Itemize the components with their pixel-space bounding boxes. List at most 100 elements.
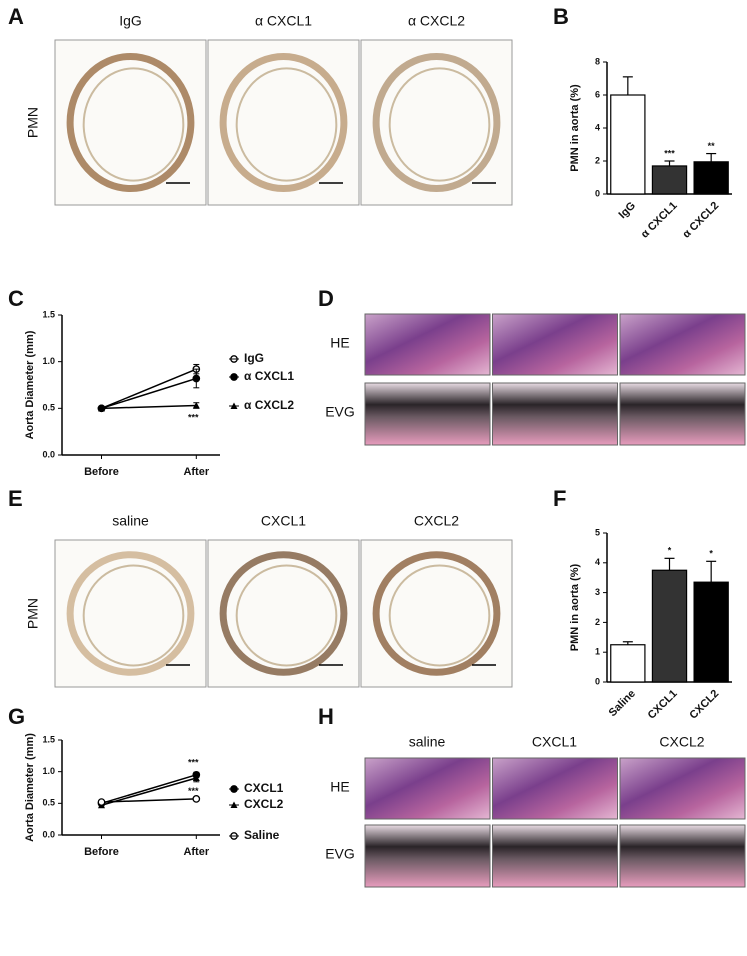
y-tick-label: 5	[595, 527, 600, 537]
y-tick-label: 0	[595, 188, 600, 198]
legend-label: α CXCL1	[244, 369, 294, 383]
micrograph	[360, 539, 513, 688]
y-axis-label: Aorta Diameter (mm)	[24, 330, 36, 439]
data-point	[97, 798, 106, 806]
y-tick-label: 4	[595, 557, 600, 567]
y-tick-label: 0.5	[42, 798, 55, 808]
significance: ***	[188, 413, 199, 423]
series-line	[101, 777, 197, 806]
column-title: CXCL1	[261, 513, 306, 529]
y-tick-label: 3	[595, 587, 600, 597]
marker	[192, 374, 201, 383]
y-tick-label: 2	[595, 617, 600, 627]
he-stain	[492, 313, 618, 376]
evg-stain	[492, 824, 618, 888]
panel-label: D	[318, 286, 334, 311]
evg-stain	[492, 382, 618, 446]
series-line	[101, 377, 197, 410]
column-title: α CXCL2	[408, 13, 465, 29]
y-axis-label: Aorta Diameter (mm)	[24, 733, 36, 842]
tissue	[82, 564, 185, 667]
y-tick-label: 0.0	[42, 449, 55, 459]
marker	[192, 795, 201, 803]
legend-label: CXCL2	[244, 797, 284, 811]
bar	[693, 581, 729, 683]
error-bar	[706, 560, 717, 583]
x-tick-label: α CXCL2	[680, 200, 721, 241]
error-bar	[706, 152, 717, 162]
y-tick-label: 1.5	[42, 734, 55, 744]
y-tick-label: 2	[595, 155, 600, 165]
tissue	[388, 564, 491, 667]
series-line	[101, 798, 197, 803]
column-title: IgG	[119, 13, 142, 29]
bar	[610, 644, 646, 683]
significance: ***	[188, 758, 199, 768]
significance: ***	[664, 148, 675, 158]
he-stain	[492, 757, 618, 820]
x-tick-label: After	[183, 846, 209, 858]
error-bar	[622, 641, 633, 645]
tissue	[66, 53, 195, 192]
row-label: HE	[330, 779, 349, 795]
he-stain	[619, 313, 746, 376]
x-tick-label: Before	[84, 466, 119, 478]
legend-label: α CXCL2	[244, 398, 294, 412]
significance: *	[668, 546, 672, 556]
he-stain	[364, 313, 491, 376]
panel-label: G	[8, 704, 25, 729]
tissue	[235, 67, 338, 182]
marker	[192, 774, 200, 781]
row-label: PMN	[25, 598, 41, 629]
significance: *	[709, 549, 713, 559]
panel-label: F	[553, 486, 566, 511]
micrograph	[54, 539, 207, 688]
tissue	[235, 564, 338, 667]
data-point	[192, 774, 200, 781]
x-tick-label: Before	[84, 846, 119, 858]
tissue	[372, 53, 501, 192]
x-tick-label: IgG	[617, 200, 638, 221]
column-title: CXCL2	[659, 734, 704, 750]
error-bar	[664, 160, 675, 166]
x-tick-label: CXCL2	[687, 688, 721, 722]
panel-label: C	[8, 286, 24, 311]
significance: ***	[188, 786, 199, 796]
x-tick-label: Saline	[607, 688, 638, 719]
evg-stain	[364, 824, 491, 888]
tissue	[219, 53, 348, 192]
row-label: HE	[330, 335, 349, 351]
he-stain	[619, 757, 746, 820]
panel-label: A	[8, 4, 24, 29]
panel-label: H	[318, 704, 334, 729]
marker	[98, 404, 105, 412]
legend-label: Saline	[244, 828, 280, 842]
series-line	[101, 774, 197, 805]
y-tick-label: 4	[595, 122, 600, 132]
y-tick-label: 8	[595, 56, 600, 66]
y-tick-label: 1.0	[42, 356, 55, 366]
data-point	[192, 402, 200, 409]
row-label: EVG	[325, 404, 355, 420]
tissue	[82, 67, 185, 182]
bar	[693, 161, 729, 195]
bar	[651, 569, 688, 683]
panel-label: B	[553, 4, 569, 29]
column-title: CXCL2	[414, 513, 459, 529]
y-tick-label: 1.0	[42, 766, 55, 776]
bar	[610, 94, 646, 195]
row-label: EVG	[325, 846, 355, 862]
column-title: saline	[112, 513, 149, 529]
y-axis-label: PMN in aorta (%)	[569, 563, 581, 651]
column-title: CXCL1	[532, 734, 577, 750]
data-point	[98, 404, 105, 412]
legend-label: CXCL1	[244, 781, 284, 795]
micrograph	[207, 539, 360, 688]
error-bar	[622, 76, 633, 95]
evg-stain	[619, 824, 746, 888]
error-bar	[664, 557, 675, 571]
column-title: α CXCL1	[255, 13, 312, 29]
he-stain	[364, 757, 491, 820]
tissue	[388, 67, 491, 182]
